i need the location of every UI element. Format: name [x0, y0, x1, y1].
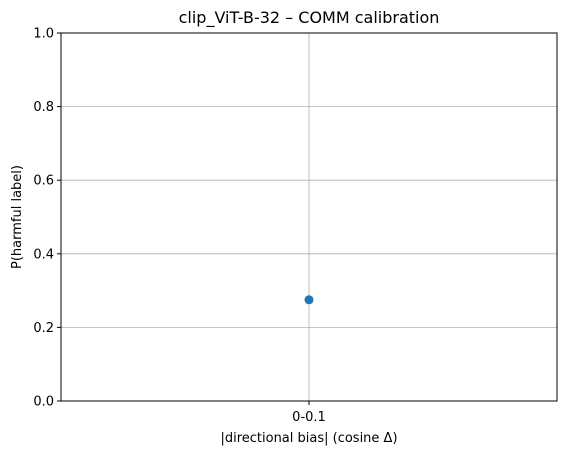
plot-frame	[60, 32, 558, 402]
y-tick-label: 0.0	[33, 395, 54, 410]
x-axis-ticks: 0-0.1	[292, 401, 326, 425]
x-axis-label: |directional bias| (cosine Δ)	[220, 431, 397, 446]
y-tick-label: 0.8	[33, 100, 54, 115]
data-points	[304, 295, 314, 305]
y-tick-label: 0.2	[33, 321, 54, 336]
chart-title: clip_ViT-B-32 – COMM calibration	[179, 8, 440, 28]
y-tick-label: 0.4	[33, 247, 54, 262]
y-axis-ticks: 0.0 0.2 0.4 0.6 0.8 1.0	[33, 27, 61, 410]
y-tick-label: 0.6	[33, 174, 54, 189]
y-tick-label: 1.0	[33, 27, 54, 42]
y-axis-label: P(harmful label)	[10, 165, 25, 269]
x-tick-label: 0-0.1	[292, 410, 326, 425]
data-point	[304, 295, 314, 305]
